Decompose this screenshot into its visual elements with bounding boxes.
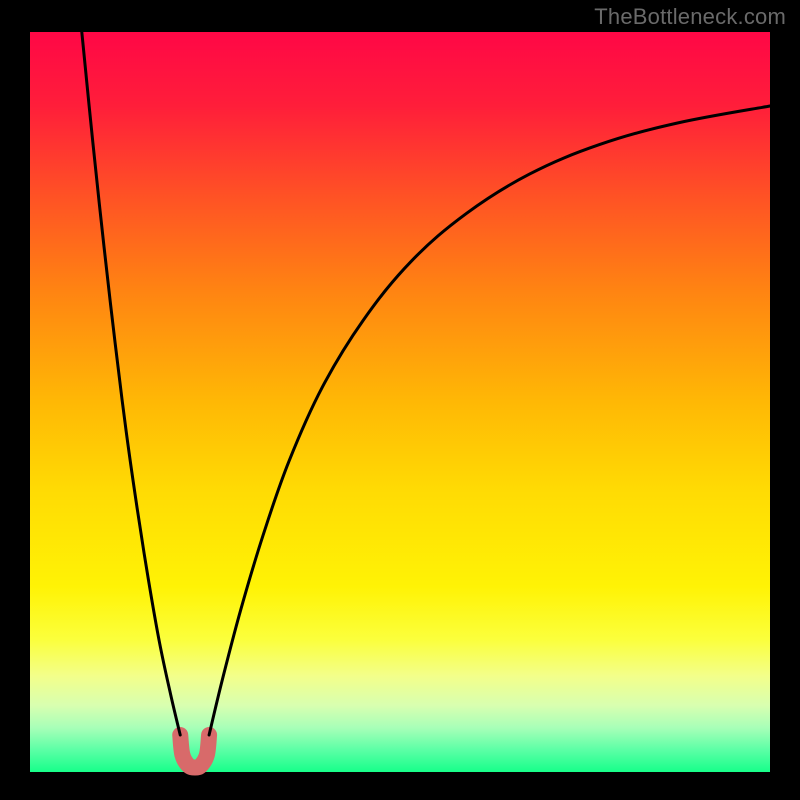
plot-area — [30, 32, 770, 772]
bottleneck-curve-chart — [0, 0, 800, 800]
watermark-text: TheBottleneck.com — [594, 4, 786, 30]
chart-container: TheBottleneck.com — [0, 0, 800, 800]
